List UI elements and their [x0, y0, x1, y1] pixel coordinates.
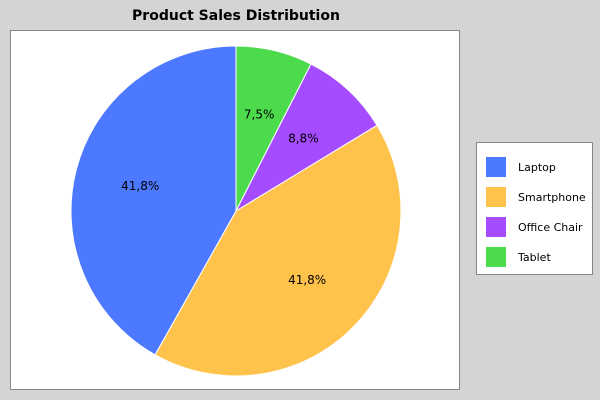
legend-item-laptop: Laptop	[477, 152, 592, 182]
legend-label-tablet: Tablet	[518, 250, 551, 264]
legend-swatch-tablet	[486, 247, 506, 267]
legend-item-smartphone: Smartphone	[477, 182, 592, 212]
pie-chart: 7,5% 8,8% 41,8% 41,8%	[70, 45, 402, 377]
legend-label-laptop: Laptop	[518, 160, 556, 174]
pie-label-office-chair: 8,8%	[288, 131, 319, 145]
chart-title: Product Sales Distribution	[132, 8, 340, 24]
pie-slice-smartphone	[154, 124, 402, 377]
legend-swatch-smartphone	[486, 187, 506, 207]
legend-item-tablet: Tablet	[477, 242, 592, 272]
legend: Laptop Smartphone Office Chair Tablet	[476, 142, 593, 275]
legend-label-smartphone: Smartphone	[518, 190, 586, 204]
pie-label-laptop: 41,8%	[121, 179, 159, 193]
pie-slice-office-chair	[234, 63, 378, 213]
legend-label-office-chair: Office Chair	[518, 220, 583, 234]
plot-area: 7,5% 8,8% 41,8% 41,8%	[10, 30, 460, 390]
legend-swatch-laptop	[486, 157, 506, 177]
pie-label-tablet: 7,5%	[244, 108, 275, 122]
legend-item-office-chair: Office Chair	[477, 212, 592, 242]
pie-slice-laptop	[70, 45, 237, 356]
pie-label-smartphone: 41,8%	[288, 273, 326, 287]
legend-swatch-office-chair	[486, 217, 506, 237]
